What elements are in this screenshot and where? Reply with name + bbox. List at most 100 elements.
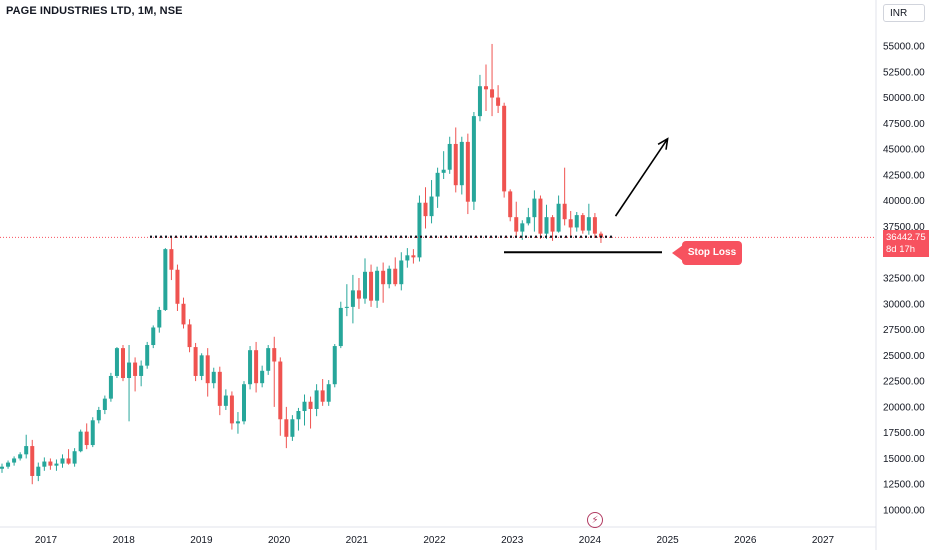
- candle-body[interactable]: [484, 86, 488, 90]
- candle-body[interactable]: [435, 172, 440, 197]
- candle-body[interactable]: [332, 346, 337, 385]
- candle-body[interactable]: [387, 268, 392, 285]
- candle-body[interactable]: [169, 249, 174, 270]
- candle-body[interactable]: [0, 466, 4, 469]
- candle-body[interactable]: [290, 419, 295, 437]
- candle-body[interactable]: [471, 116, 476, 202]
- candle-body[interactable]: [205, 355, 210, 384]
- candle-body[interactable]: [399, 260, 404, 285]
- candle-body[interactable]: [42, 461, 47, 467]
- candle-body[interactable]: [356, 290, 361, 299]
- candle-body[interactable]: [381, 270, 386, 285]
- candle-body[interactable]: [211, 371, 216, 384]
- candle-body[interactable]: [490, 89, 495, 98]
- candle-body[interactable]: [181, 303, 186, 325]
- stop-loss-label[interactable]: Stop Loss: [682, 241, 742, 265]
- candle-body[interactable]: [133, 362, 138, 376]
- candle-body[interactable]: [127, 362, 132, 379]
- candle-body[interactable]: [187, 324, 192, 348]
- candle-body[interactable]: [508, 191, 513, 218]
- candle-body[interactable]: [242, 384, 246, 422]
- candle-body[interactable]: [375, 270, 380, 301]
- candle-body[interactable]: [369, 271, 374, 301]
- candle-body[interactable]: [175, 269, 180, 304]
- candle-body[interactable]: [84, 431, 89, 446]
- candle-body[interactable]: [465, 141, 470, 202]
- candle-body[interactable]: [314, 390, 319, 409]
- candle-body[interactable]: [114, 348, 119, 376]
- candle-body[interactable]: [60, 458, 65, 464]
- candle-body[interactable]: [78, 431, 83, 452]
- candle-body[interactable]: [108, 375, 113, 399]
- candle-body[interactable]: [235, 421, 240, 424]
- candle-body[interactable]: [296, 411, 301, 420]
- candle-body[interactable]: [139, 365, 144, 376]
- candle-body[interactable]: [562, 203, 567, 220]
- currency-selector[interactable]: INR: [883, 4, 925, 22]
- candle-body[interactable]: [121, 348, 125, 379]
- candle-body[interactable]: [30, 446, 35, 476]
- candle-body[interactable]: [217, 371, 222, 406]
- candle-body[interactable]: [526, 217, 531, 224]
- candle-body[interactable]: [284, 419, 289, 437]
- candle-body[interactable]: [90, 420, 95, 446]
- candle-body[interactable]: [24, 446, 29, 455]
- candle-body[interactable]: [66, 458, 71, 464]
- candle-body[interactable]: [411, 255, 416, 258]
- candle-body[interactable]: [199, 355, 204, 376]
- candle-body[interactable]: [429, 196, 434, 217]
- candle-body[interactable]: [344, 306, 349, 308]
- candle-body[interactable]: [320, 390, 325, 402]
- candle-body[interactable]: [556, 203, 561, 232]
- candle-body[interactable]: [520, 223, 525, 232]
- candle-body[interactable]: [72, 451, 77, 464]
- candle-body[interactable]: [272, 348, 277, 362]
- candle-body[interactable]: [496, 97, 501, 106]
- candle-body[interactable]: [514, 217, 519, 232]
- candle-body[interactable]: [592, 217, 597, 234]
- candle-body[interactable]: [36, 466, 41, 476]
- candle-body[interactable]: [54, 463, 59, 466]
- candle-body[interactable]: [477, 86, 482, 117]
- candle-body[interactable]: [363, 271, 367, 299]
- candle-body[interactable]: [350, 290, 355, 307]
- candle-body[interactable]: [586, 217, 591, 231]
- candle-body[interactable]: [574, 215, 579, 228]
- candle-body[interactable]: [102, 398, 107, 410]
- candle-body[interactable]: [18, 454, 23, 459]
- candle-body[interactable]: [254, 350, 259, 384]
- candle-body[interactable]: [193, 347, 198, 376]
- candle-body[interactable]: [145, 345, 150, 366]
- candle-body[interactable]: [308, 401, 313, 409]
- candle-body[interactable]: [266, 348, 271, 371]
- candle-body[interactable]: [538, 198, 543, 234]
- candle-body[interactable]: [6, 462, 11, 467]
- candle-body[interactable]: [248, 350, 253, 385]
- projection-arrow[interactable]: [614, 137, 669, 217]
- candle-body[interactable]: [229, 395, 234, 424]
- candle-body[interactable]: [151, 327, 156, 346]
- candle-body[interactable]: [393, 268, 398, 285]
- candle-body[interactable]: [423, 202, 428, 217]
- candle-body[interactable]: [453, 143, 458, 186]
- candle-body[interactable]: [502, 105, 507, 192]
- candle-body[interactable]: [544, 217, 549, 234]
- candle-body[interactable]: [96, 409, 101, 421]
- candle-body[interactable]: [260, 370, 265, 384]
- candle-body[interactable]: [447, 143, 452, 170]
- candle-body[interactable]: [338, 307, 343, 347]
- candle-body[interactable]: [405, 255, 410, 261]
- candle-body[interactable]: [550, 217, 555, 232]
- candle-body[interactable]: [326, 384, 331, 402]
- candle-body[interactable]: [157, 309, 162, 328]
- candle-body[interactable]: [48, 461, 53, 466]
- candle-body[interactable]: [302, 401, 307, 412]
- candle-body[interactable]: [598, 233, 603, 238]
- candle-body[interactable]: [417, 202, 422, 258]
- candle-body[interactable]: [223, 395, 228, 406]
- candle-body[interactable]: [441, 169, 446, 173]
- candle-body[interactable]: [163, 249, 168, 310]
- candle-body[interactable]: [459, 141, 464, 186]
- candle-body[interactable]: [532, 198, 537, 218]
- candle-body[interactable]: [278, 361, 283, 420]
